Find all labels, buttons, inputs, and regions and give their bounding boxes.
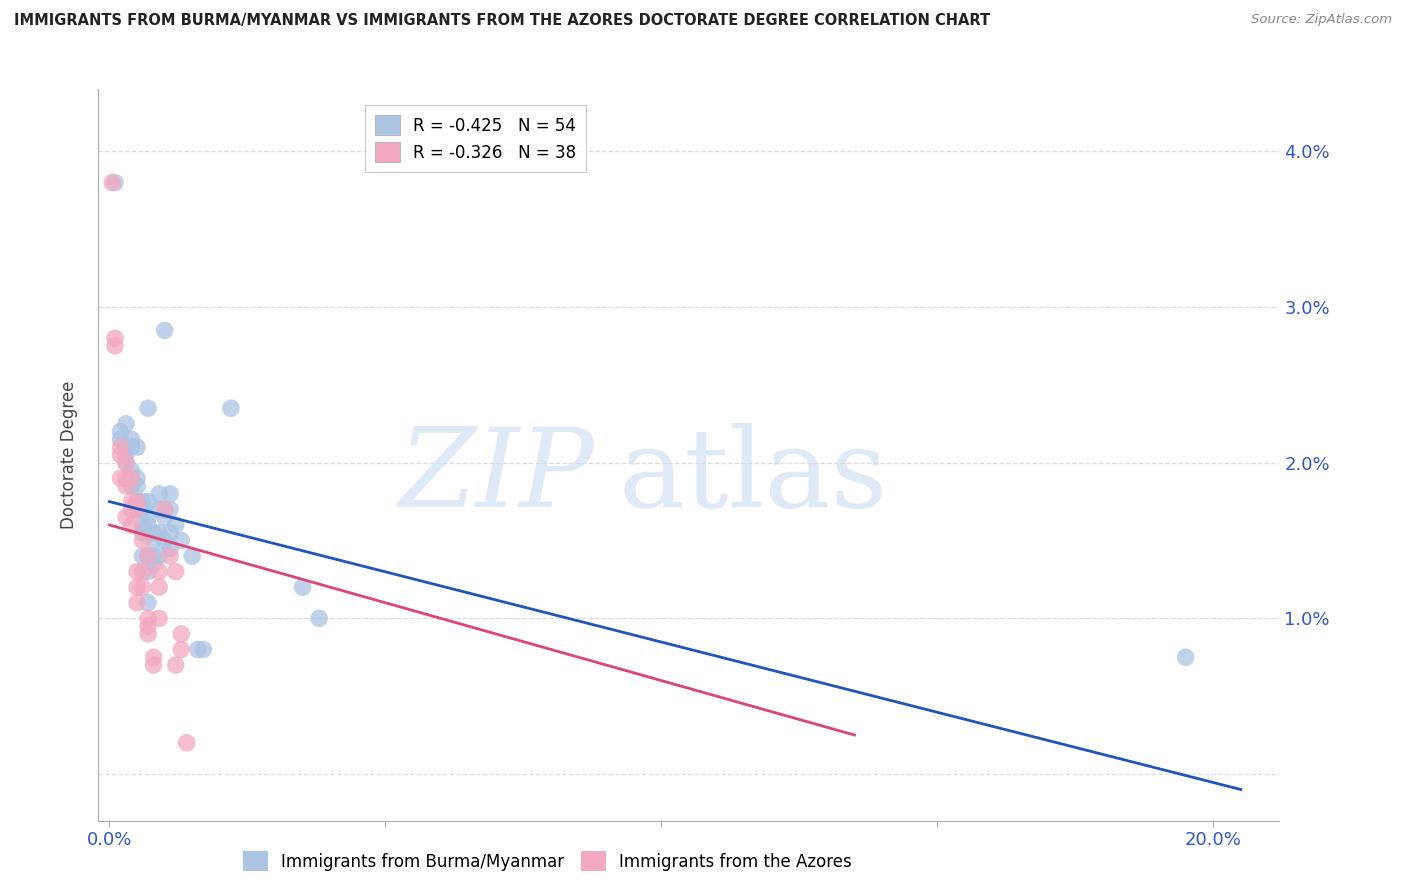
Text: ZIP: ZIP xyxy=(398,423,595,531)
Point xyxy=(121,479,143,493)
Point xyxy=(110,440,132,454)
Point xyxy=(115,510,138,524)
Point xyxy=(110,425,132,439)
Point xyxy=(153,323,176,337)
Point xyxy=(131,494,153,508)
Point xyxy=(148,487,170,501)
Point xyxy=(148,565,170,579)
Point xyxy=(148,580,170,594)
Point xyxy=(170,642,193,657)
Point xyxy=(148,611,170,625)
Point xyxy=(125,479,148,493)
Text: Source: ZipAtlas.com: Source: ZipAtlas.com xyxy=(1251,13,1392,27)
Point xyxy=(308,611,330,625)
Point xyxy=(104,331,127,345)
Point xyxy=(121,518,143,533)
Point xyxy=(219,401,242,416)
Point xyxy=(148,525,170,540)
Point xyxy=(136,518,159,533)
Point xyxy=(115,456,138,470)
Point xyxy=(131,533,153,548)
Point xyxy=(136,510,159,524)
Point xyxy=(142,650,165,665)
Point xyxy=(159,525,181,540)
Point xyxy=(131,525,153,540)
Point xyxy=(153,533,176,548)
Point xyxy=(131,502,153,516)
Point xyxy=(121,463,143,477)
Point xyxy=(187,642,209,657)
Point xyxy=(136,525,159,540)
Legend: Immigrants from Burma/Myanmar, Immigrants from the Azores: Immigrants from Burma/Myanmar, Immigrant… xyxy=(236,845,859,878)
Point xyxy=(142,549,165,563)
Point xyxy=(176,736,198,750)
Point xyxy=(1174,650,1197,665)
Point xyxy=(159,541,181,556)
Point xyxy=(136,596,159,610)
Point xyxy=(104,176,127,190)
Point xyxy=(136,401,159,416)
Point xyxy=(125,494,148,508)
Point xyxy=(136,611,159,625)
Point xyxy=(136,549,159,563)
Point xyxy=(125,502,148,516)
Point xyxy=(170,533,193,548)
Point xyxy=(115,417,138,431)
Point xyxy=(110,471,132,485)
Point xyxy=(131,565,153,579)
Point xyxy=(153,510,176,524)
Point xyxy=(131,518,153,533)
Point xyxy=(131,549,153,563)
Point xyxy=(148,502,170,516)
Point xyxy=(142,533,165,548)
Point xyxy=(104,339,127,353)
Point xyxy=(115,479,138,493)
Point xyxy=(115,448,138,462)
Point xyxy=(165,518,187,533)
Point xyxy=(125,502,148,516)
Point xyxy=(131,580,153,594)
Point xyxy=(115,440,138,454)
Point xyxy=(110,448,132,462)
Point xyxy=(121,471,143,485)
Point xyxy=(125,565,148,579)
Point xyxy=(125,596,148,610)
Point xyxy=(136,549,159,563)
Point xyxy=(121,502,143,516)
Y-axis label: Doctorate Degree: Doctorate Degree xyxy=(59,381,77,529)
Point xyxy=(125,580,148,594)
Point xyxy=(136,565,159,579)
Point xyxy=(193,642,215,657)
Text: IMMIGRANTS FROM BURMA/MYANMAR VS IMMIGRANTS FROM THE AZORES DOCTORATE DEGREE COR: IMMIGRANTS FROM BURMA/MYANMAR VS IMMIGRA… xyxy=(14,13,990,29)
Point xyxy=(136,627,159,641)
Point xyxy=(136,619,159,633)
Text: atlas: atlas xyxy=(619,424,887,531)
Point xyxy=(121,494,143,508)
Point xyxy=(101,176,124,190)
Point xyxy=(181,549,204,563)
Point xyxy=(142,557,165,571)
Point xyxy=(291,580,314,594)
Point xyxy=(159,487,181,501)
Point xyxy=(159,502,181,516)
Point xyxy=(121,433,143,447)
Point xyxy=(153,502,176,516)
Point xyxy=(110,433,132,447)
Point xyxy=(125,440,148,454)
Point xyxy=(165,565,187,579)
Point xyxy=(136,494,159,508)
Point xyxy=(170,627,193,641)
Point xyxy=(115,456,138,470)
Point xyxy=(165,658,187,673)
Point xyxy=(153,502,176,516)
Point xyxy=(115,471,138,485)
Point xyxy=(159,549,181,563)
Point xyxy=(121,440,143,454)
Point xyxy=(142,525,165,540)
Point xyxy=(125,471,148,485)
Point xyxy=(125,494,148,508)
Point xyxy=(142,658,165,673)
Point xyxy=(148,549,170,563)
